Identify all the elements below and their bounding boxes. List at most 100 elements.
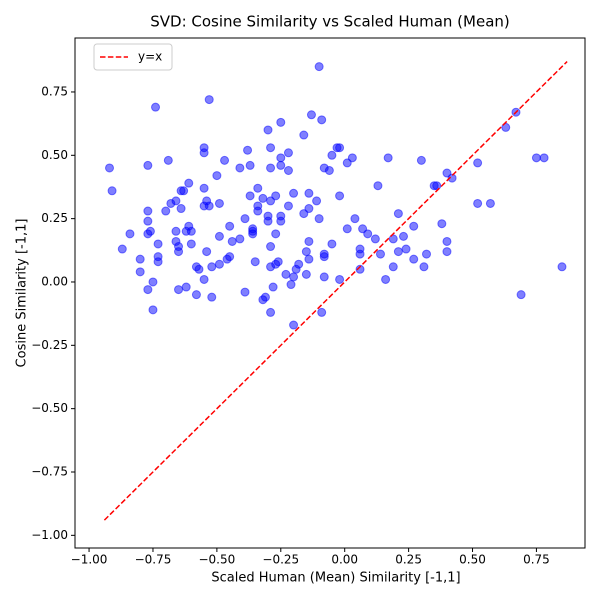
point (212, 171, 222, 181)
point (227, 236, 237, 246)
point (276, 160, 286, 170)
point (516, 290, 526, 300)
point (143, 216, 153, 226)
point (442, 236, 452, 246)
point (473, 158, 483, 168)
point (135, 267, 145, 277)
point (373, 181, 383, 191)
point (199, 148, 209, 158)
point (260, 292, 270, 302)
point (319, 252, 329, 262)
point (301, 269, 311, 279)
y-tick-label: 0.25 (41, 211, 68, 225)
point (174, 247, 184, 257)
point (105, 163, 115, 173)
point (304, 188, 314, 198)
point (375, 249, 385, 259)
point (266, 307, 276, 317)
point (250, 257, 260, 267)
point (184, 178, 194, 188)
point (271, 191, 281, 201)
point (304, 236, 314, 246)
reference-line (103, 61, 568, 521)
x-axis-label: Scaled Human (Mean) Similarity [-1,1] (211, 571, 460, 586)
point (199, 183, 209, 193)
point (501, 122, 511, 132)
point (276, 117, 286, 127)
y-tick-label: −0.75 (31, 464, 68, 478)
y-tick-label: 0.50 (41, 148, 68, 162)
point (301, 247, 311, 257)
point (258, 193, 268, 203)
point (363, 229, 373, 239)
point (207, 262, 217, 272)
y-tick-label: 0.75 (41, 84, 68, 98)
point (204, 201, 214, 211)
point (153, 239, 163, 249)
point (240, 214, 250, 224)
point (240, 287, 250, 297)
point (281, 269, 291, 279)
point (161, 206, 171, 216)
point (419, 262, 429, 272)
point (181, 282, 191, 292)
point (294, 259, 304, 269)
point (148, 305, 158, 315)
point (289, 272, 299, 282)
point (314, 62, 324, 72)
point (319, 272, 329, 282)
point (401, 244, 411, 254)
point (324, 166, 334, 176)
point (248, 229, 258, 239)
point (263, 216, 273, 226)
point (148, 277, 158, 287)
point (271, 229, 281, 239)
point (186, 239, 196, 249)
point (342, 224, 352, 234)
point (214, 259, 224, 269)
point (117, 244, 127, 254)
point (199, 274, 209, 284)
point (135, 254, 145, 264)
point (225, 221, 235, 231)
point (283, 166, 293, 176)
point (355, 264, 365, 274)
point (398, 231, 408, 241)
point (447, 173, 457, 183)
point (276, 216, 286, 226)
point (317, 115, 327, 125)
point (289, 188, 299, 198)
point (266, 163, 276, 173)
point (442, 247, 452, 257)
point (245, 191, 255, 201)
x-tick-label: −0.50 (198, 553, 235, 567)
point (174, 285, 184, 295)
point (176, 204, 186, 214)
point (286, 280, 296, 290)
point (143, 285, 153, 295)
point (306, 110, 316, 120)
point (207, 292, 217, 302)
point (350, 214, 360, 224)
point (151, 102, 161, 112)
point (202, 247, 212, 257)
point (299, 130, 309, 140)
point (283, 201, 293, 211)
point (370, 234, 380, 244)
point (381, 274, 391, 284)
point (393, 209, 403, 219)
point (266, 143, 276, 153)
point (191, 290, 201, 300)
chart-title: SVD: Cosine Similarity vs Scaled Human (… (150, 13, 510, 31)
point (273, 257, 283, 267)
point (388, 262, 398, 272)
point (235, 163, 245, 173)
point (304, 254, 314, 264)
point (437, 219, 447, 229)
point (253, 183, 263, 193)
point (186, 226, 196, 236)
point (347, 153, 357, 163)
y-tick-label: −1.00 (31, 528, 68, 542)
point (243, 145, 253, 155)
point (289, 320, 299, 330)
